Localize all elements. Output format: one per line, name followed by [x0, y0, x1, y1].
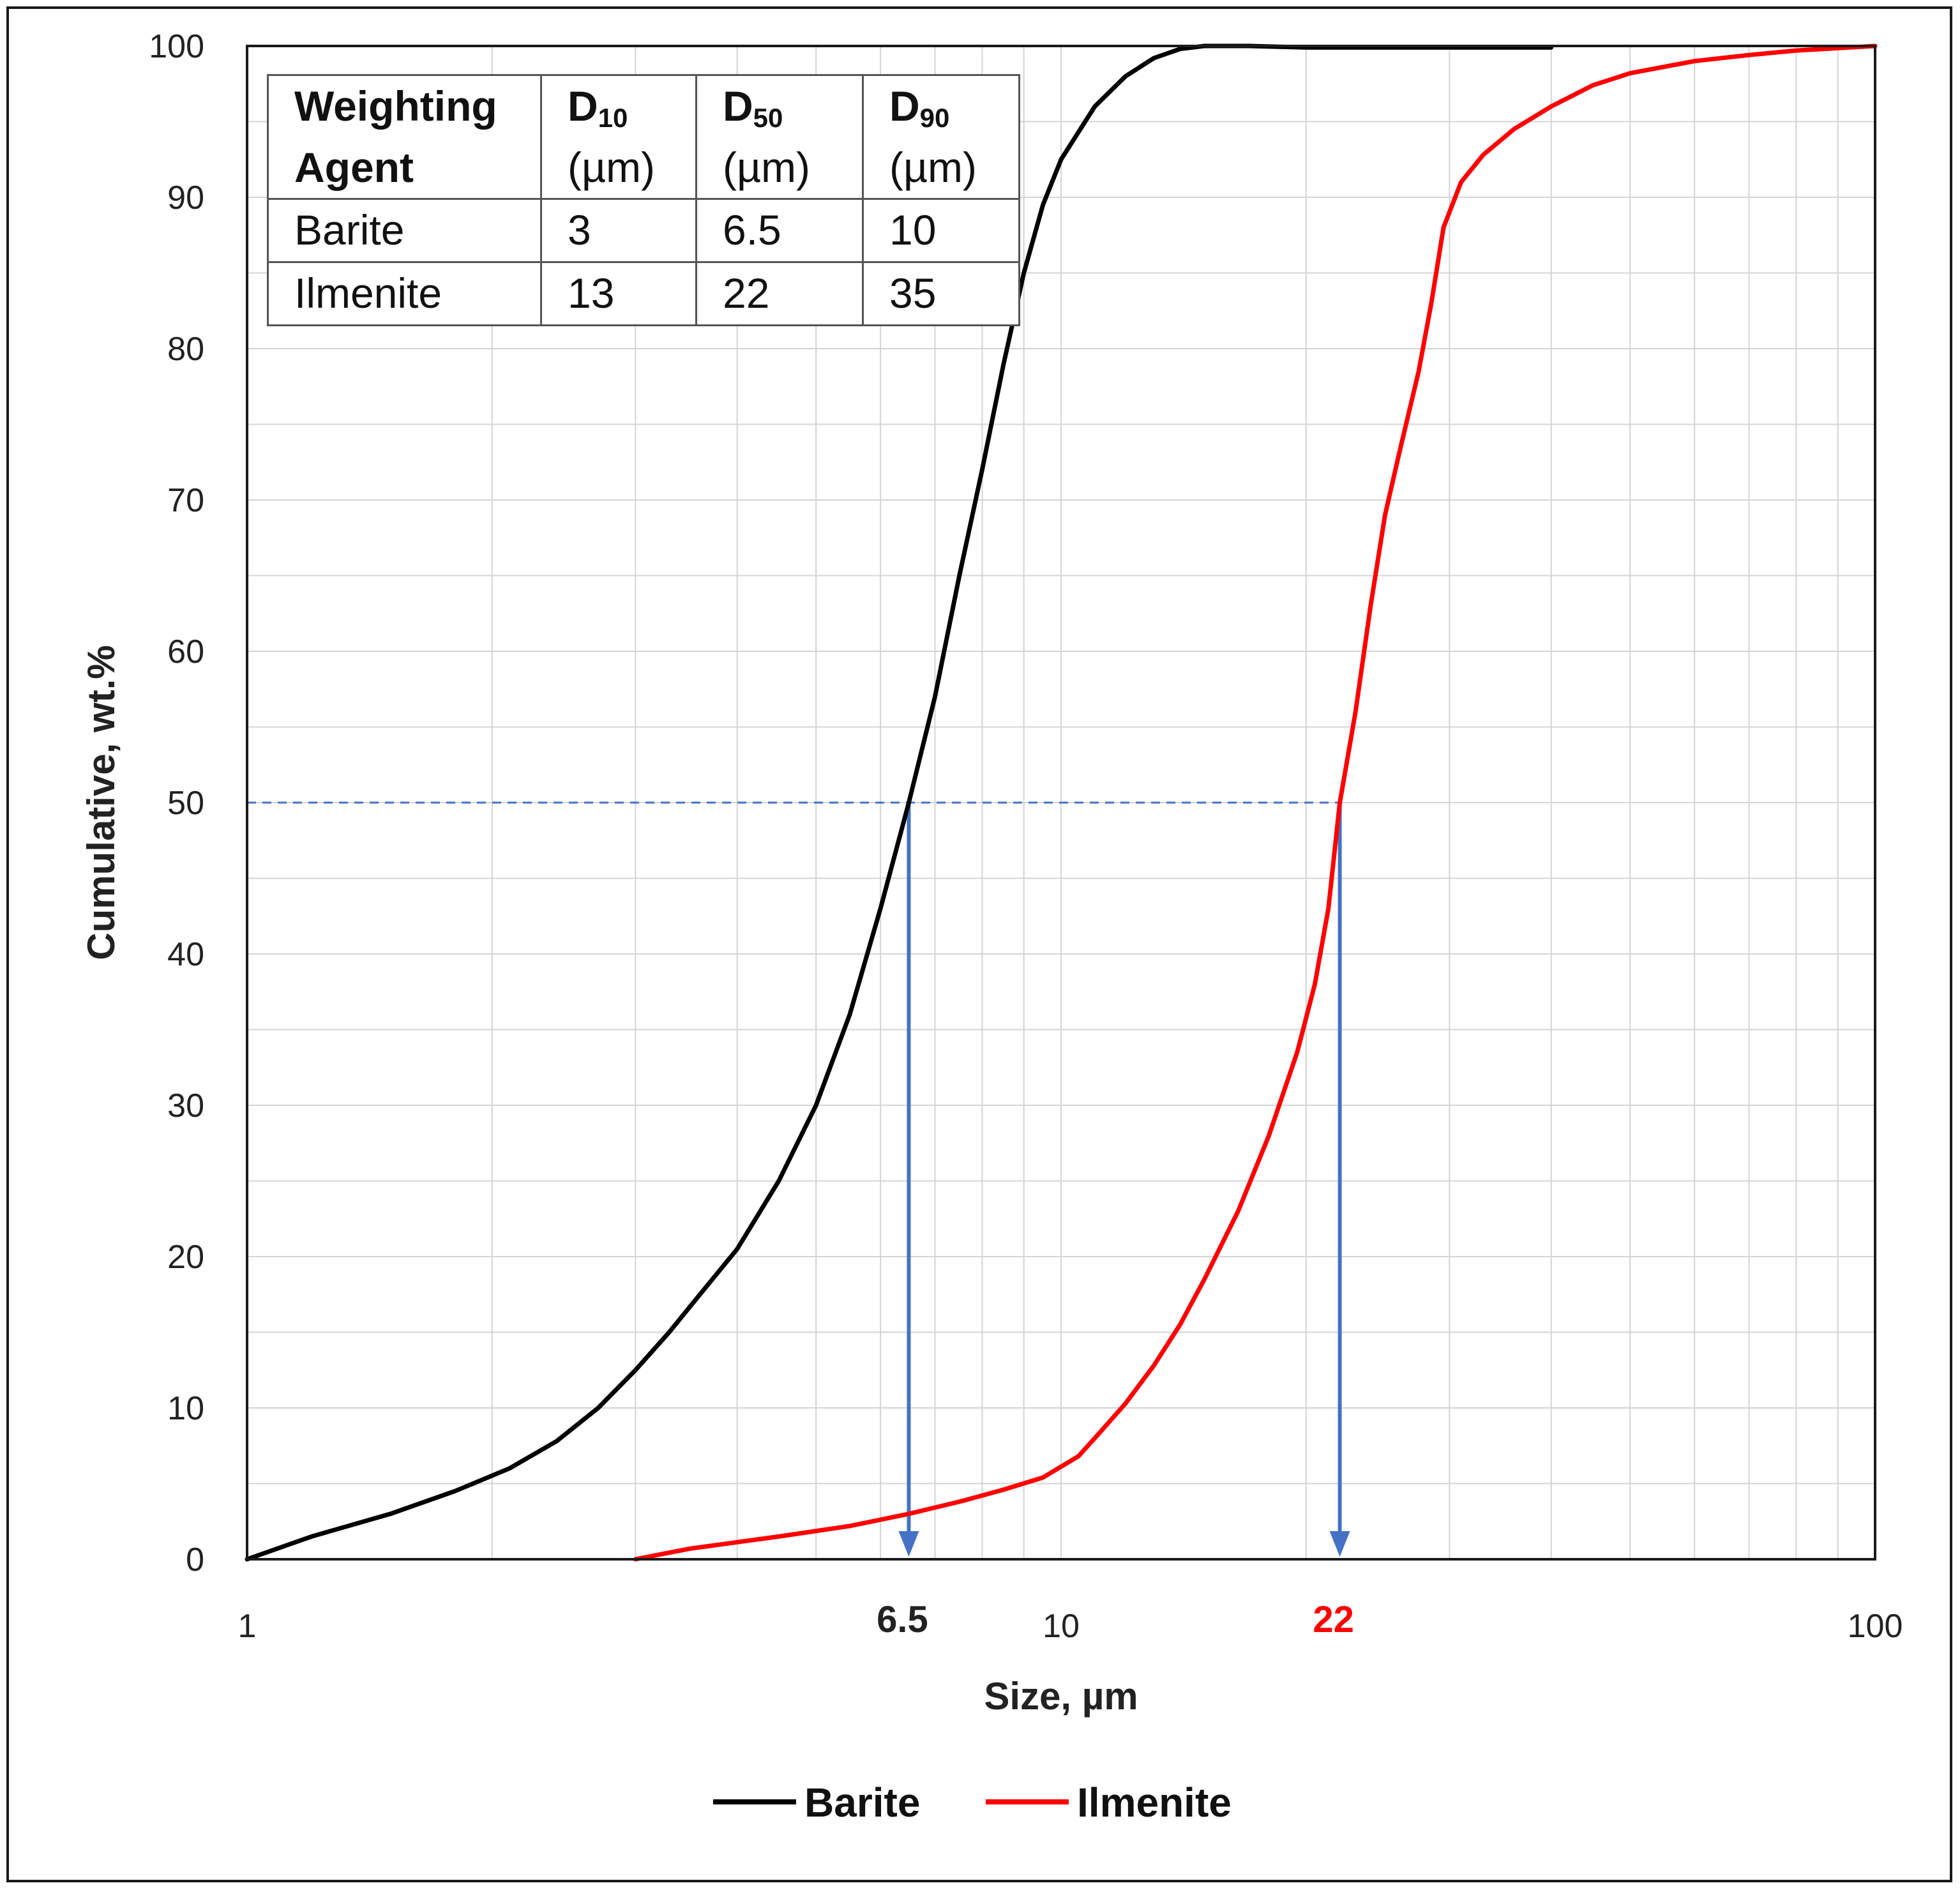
marker-label: 6.5 [877, 1599, 928, 1640]
table-row-barite: Barite 3 6.5 10 [267, 198, 1020, 264]
marker-label: 22 [1313, 1599, 1354, 1640]
header-d50-unit: (µm) [723, 143, 810, 191]
reference-lines [247, 801, 1350, 1557]
header-d50-subscript: 50 [753, 103, 783, 133]
line-ilmenite [633, 43, 1878, 1562]
y-tick-label: 0 [186, 1541, 204, 1578]
x-tick-label: 100 [1848, 1608, 1903, 1645]
header-d10: D10 (µm) [540, 73, 697, 200]
table-cell: 3 [540, 198, 697, 264]
y-axis-ticks: 0 10 20 30 40 50 60 70 80 90 100 [149, 28, 204, 1578]
y-tick-label: 90 [167, 179, 204, 216]
x-tick-label: 10 [1043, 1608, 1080, 1645]
table-cell: Ilmenite [267, 261, 542, 326]
table-cell: Barite [267, 198, 542, 264]
y-tick-label: 60 [167, 633, 204, 670]
legend-label-barite: Barite [804, 1780, 920, 1826]
legend: Barite Ilmenite [713, 1780, 1232, 1826]
x-axis-ticks: 1 10 100 [238, 1608, 1903, 1645]
header-d90: D90 (µm) [862, 73, 1020, 200]
header-d90-symbol: D [889, 82, 920, 130]
header-agent-line1: Weighting [294, 82, 497, 130]
y-tick-label: 80 [167, 331, 204, 368]
table-cell: 35 [862, 261, 1020, 326]
arrow-head [1329, 1531, 1350, 1557]
chart-frame: 0 10 20 30 40 50 60 70 80 90 100 1 10 100 6.5 22 Cumu… [6, 6, 1952, 1882]
header-d10-unit: (µm) [568, 143, 655, 191]
table-cell: 10 [862, 198, 1020, 264]
header-d10-subscript: 10 [598, 103, 628, 133]
y-tick-label: 100 [149, 28, 204, 65]
table-cell: 22 [695, 261, 864, 326]
y-tick-label: 10 [167, 1390, 204, 1427]
y-tick-label: 40 [167, 936, 204, 973]
header-d90-subscript: 90 [919, 103, 950, 133]
table-cell: 13 [540, 261, 697, 326]
y-tick-label: 30 [167, 1087, 204, 1124]
table-header-row: Weighting Agent D10 (µm) D50 (µm) D90 (µ… [267, 73, 1020, 200]
table-row-ilmenite: Ilmenite 13 22 35 [267, 261, 1020, 326]
plot-border [246, 45, 1876, 1561]
header-d50-symbol: D [723, 82, 753, 130]
header-weighting-agent: Weighting Agent [267, 73, 542, 200]
table-cell: 6.5 [695, 198, 864, 264]
header-agent-line2: Agent [294, 143, 414, 191]
x-axis-title: Size, µm [984, 1675, 1138, 1718]
header-d10-symbol: D [568, 82, 598, 130]
x-tick-label: 1 [238, 1608, 257, 1645]
y-tick-label: 20 [167, 1239, 204, 1276]
arrow-head [898, 1531, 919, 1557]
header-d50: D50 (µm) [695, 73, 864, 200]
header-d90-unit: (µm) [889, 143, 977, 191]
y-axis-title: Cumulative, wt.% [80, 645, 123, 960]
marker-labels: 6.5 22 [877, 1599, 1354, 1640]
legend-label-ilmenite: Ilmenite [1077, 1780, 1232, 1826]
particle-size-table: Weighting Agent D10 (µm) D50 (µm) D90 (µ… [267, 73, 1020, 326]
y-tick-label: 50 [167, 785, 204, 822]
y-tick-label: 70 [167, 482, 204, 519]
